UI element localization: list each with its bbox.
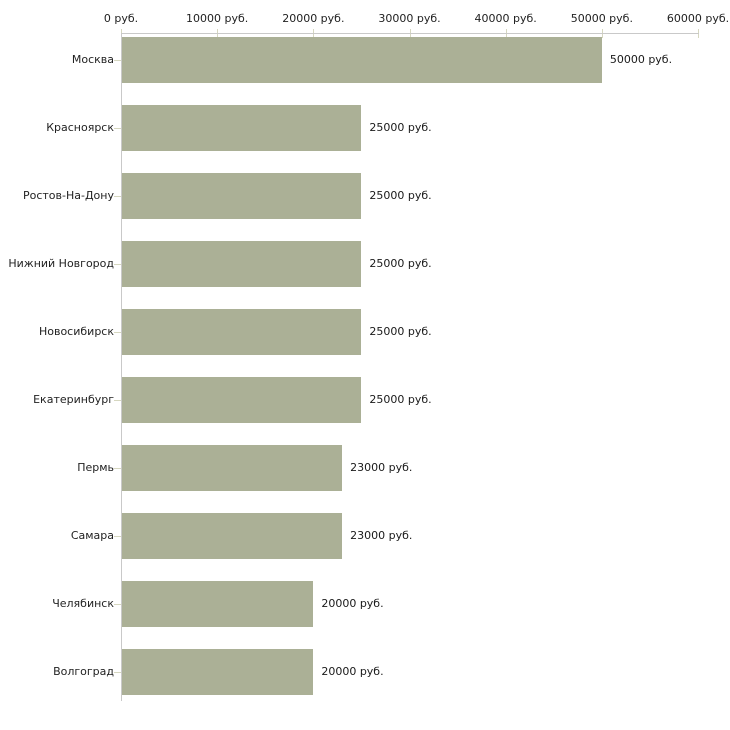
bar bbox=[122, 172, 361, 219]
bar bbox=[122, 36, 602, 83]
category-label: Екатеринбург bbox=[33, 393, 114, 406]
category-label: Волгоград bbox=[53, 665, 114, 678]
y-axis-line bbox=[121, 33, 122, 701]
value-label: 50000 руб. bbox=[609, 53, 673, 66]
bar bbox=[122, 308, 361, 355]
category-tick-mark bbox=[114, 671, 121, 673]
category-label: Красноярск bbox=[46, 121, 114, 134]
bar bbox=[122, 444, 342, 491]
category-label: Москва bbox=[71, 53, 114, 66]
bar bbox=[122, 104, 361, 151]
x-axis-tick-label: 20000 руб. bbox=[282, 12, 345, 25]
category-label: Самара bbox=[70, 529, 114, 542]
value-label: 20000 руб. bbox=[321, 665, 384, 678]
value-label: 25000 руб. bbox=[369, 325, 432, 338]
x-axis-tick-label: 40000 руб. bbox=[474, 12, 537, 25]
category-label: Нижний Новгород bbox=[8, 257, 114, 270]
bar bbox=[122, 376, 361, 423]
x-axis-tick-label: 0 руб. bbox=[103, 12, 139, 25]
category-label: Новосибирск bbox=[38, 325, 114, 338]
category-label: Пермь bbox=[77, 461, 114, 474]
value-label: 25000 руб. bbox=[369, 257, 432, 270]
value-label: 23000 руб. bbox=[350, 529, 413, 542]
category-label: Ростов-На-Дону bbox=[22, 189, 114, 202]
value-label: 25000 руб. bbox=[369, 189, 432, 202]
category-tick-mark bbox=[114, 127, 121, 129]
category-tick-mark bbox=[114, 467, 121, 469]
category-tick-mark bbox=[114, 263, 121, 265]
value-label: 20000 руб. bbox=[321, 597, 384, 610]
x-axis-tick-label: 50000 руб. bbox=[570, 12, 633, 25]
bar bbox=[122, 512, 342, 559]
category-tick-mark bbox=[114, 331, 121, 333]
category-tick-mark bbox=[114, 399, 121, 401]
category-tick-mark bbox=[114, 535, 121, 537]
category-tick-mark bbox=[114, 59, 121, 61]
category-tick-mark bbox=[114, 603, 121, 605]
x-axis-tick-label: 10000 руб. bbox=[186, 12, 249, 25]
bar bbox=[122, 648, 313, 695]
x-axis-tick-label: 60000 руб. bbox=[666, 12, 730, 25]
value-label: 25000 руб. bbox=[369, 121, 432, 134]
category-label: Челябинск bbox=[52, 597, 114, 610]
x-axis-tick-label: 30000 руб. bbox=[378, 12, 441, 25]
bar bbox=[122, 580, 313, 627]
x-axis-line bbox=[121, 33, 699, 34]
value-label: 25000 руб. bbox=[369, 393, 432, 406]
category-tick-mark bbox=[114, 195, 121, 197]
bar bbox=[122, 240, 361, 287]
value-label: 23000 руб. bbox=[350, 461, 413, 474]
